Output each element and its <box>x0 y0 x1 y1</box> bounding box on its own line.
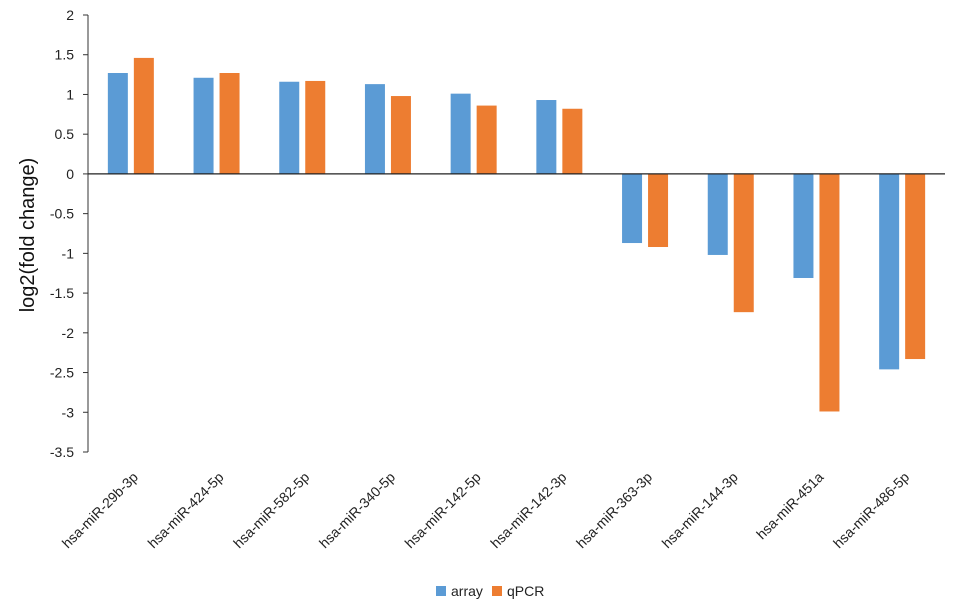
legend: array qPCR <box>436 583 544 599</box>
legend-label-qpcr: qPCR <box>507 583 544 599</box>
bar-qpcr-1 <box>219 73 240 174</box>
bars <box>107 57 926 412</box>
bar-array-6 <box>622 173 643 244</box>
y-tick-label: 1 <box>66 86 74 102</box>
bar-array-5 <box>536 100 557 174</box>
y-tick-label: 0.5 <box>55 126 75 142</box>
category-label: hsa-miR-486-5p <box>830 469 912 551</box>
category-label: hsa-miR-363-3p <box>573 469 655 551</box>
category-label: hsa-miR-29b-3p <box>59 469 141 551</box>
category-label: hsa-miR-144-3p <box>659 469 741 551</box>
category-label: hsa-miR-582-5p <box>230 469 312 551</box>
bar-qpcr-5 <box>562 108 583 174</box>
y-axis: 2 1.5 1 0.5 0 -0.5 -1 -1.5 -2 -2.5 -3 -3.5 <box>50 7 89 460</box>
bar-array-7 <box>707 173 728 255</box>
y-tick-label: -1 <box>62 245 75 261</box>
bar-array-3 <box>364 84 385 174</box>
category-labels: hsa-miR-29b-3p hsa-miR-424-5p hsa-miR-582-… <box>59 469 913 551</box>
bar-qpcr-6 <box>648 173 669 248</box>
y-tick-label: -2.5 <box>50 365 74 381</box>
category-label: hsa-miR-340-5p <box>316 469 398 551</box>
y-tick-label: -1.5 <box>50 285 74 301</box>
category-label: hsa-miR-451a <box>753 469 827 543</box>
bar-array-4 <box>450 93 471 174</box>
bar-array-0 <box>107 73 128 174</box>
legend-swatch-qpcr <box>492 586 502 596</box>
bar-qpcr-4 <box>476 105 497 174</box>
y-tick-label: -3 <box>62 404 75 420</box>
y-tick-label: -0.5 <box>50 206 74 222</box>
category-label: hsa-miR-142-5p <box>401 469 483 551</box>
bar-qpcr-3 <box>390 96 411 174</box>
bar-array-8 <box>793 173 814 278</box>
y-tick-label: 1.5 <box>55 47 75 63</box>
bar-qpcr-2 <box>305 80 326 174</box>
bar-qpcr-0 <box>133 57 154 174</box>
y-tick-label: -3.5 <box>50 444 74 460</box>
y-tick-label: 2 <box>66 7 74 23</box>
y-tick-label: 0 <box>66 166 74 182</box>
bar-array-2 <box>279 81 300 174</box>
bar-array-9 <box>879 173 900 370</box>
bar-qpcr-7 <box>733 173 754 313</box>
y-axis-title: log2(fold change) <box>17 158 39 313</box>
bar-array-1 <box>193 77 214 174</box>
bar-qpcr-9 <box>905 173 926 360</box>
y-tick-label: -2 <box>62 325 75 341</box>
bar-qpcr-8 <box>819 173 840 412</box>
y-axis-title-group: log2(fold change) <box>17 158 39 313</box>
legend-swatch-array <box>436 586 446 596</box>
category-label: hsa-miR-142-3p <box>487 469 569 551</box>
legend-label-array: array <box>451 583 483 599</box>
category-label: hsa-miR-424-5p <box>144 469 226 551</box>
